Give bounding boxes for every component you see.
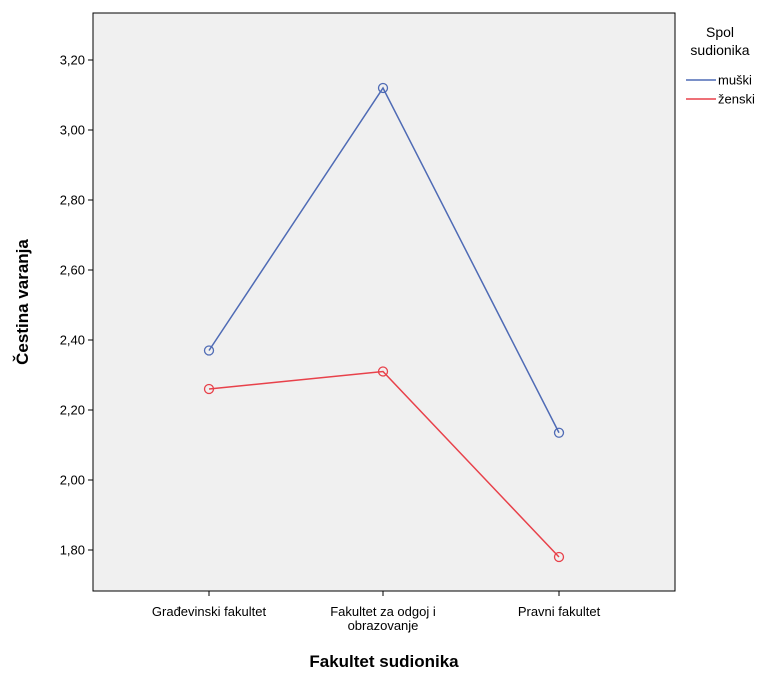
data-point bbox=[553, 551, 565, 563]
y-tick-label: 2,80 bbox=[60, 193, 85, 208]
data-point bbox=[203, 345, 215, 356]
y-tick-label: 2,60 bbox=[60, 263, 85, 278]
legend-label: ženski bbox=[718, 92, 755, 107]
y-tick-label: 3,20 bbox=[60, 53, 85, 68]
x-tick-label: Fakultet za odgoj i bbox=[330, 604, 436, 619]
data-point bbox=[377, 366, 389, 377]
legend-title-line-1: Spol bbox=[706, 24, 734, 40]
data-point bbox=[553, 427, 565, 438]
series-line-2 bbox=[208, 370, 560, 558]
x-tick-label: obrazovanje bbox=[348, 618, 419, 633]
legend: Spol sudionika muški ženski bbox=[686, 24, 755, 107]
series-layer bbox=[203, 82, 565, 563]
y-tick-label: 2,40 bbox=[60, 333, 85, 348]
plot-area bbox=[92, 12, 676, 592]
legend-label: muški bbox=[718, 73, 752, 88]
y-tick-label: 2,20 bbox=[60, 403, 85, 418]
y-axis-title: Čestina varanja bbox=[13, 239, 32, 365]
y-axis: 1,80 2,00 2,20 2,40 2,60 2,80 3,00 3,20 bbox=[60, 53, 93, 558]
y-tick-label: 2,00 bbox=[60, 473, 85, 488]
y-tick-label: 3,00 bbox=[60, 123, 85, 138]
legend-items: muški ženski bbox=[686, 73, 755, 107]
series-line-1 bbox=[208, 86, 560, 434]
data-point bbox=[203, 383, 215, 395]
legend-title-line-2: sudionika bbox=[690, 42, 749, 58]
y-tick-label: 1,80 bbox=[60, 543, 85, 558]
x-axis: Građevinski fakultet Fakultet za odgoj io… bbox=[152, 591, 601, 633]
x-tick-label: Pravni fakultet bbox=[518, 604, 601, 619]
x-tick-label: Građevinski fakultet bbox=[152, 604, 267, 619]
data-point bbox=[377, 82, 389, 94]
x-axis-title: Fakultet sudionika bbox=[309, 652, 459, 671]
